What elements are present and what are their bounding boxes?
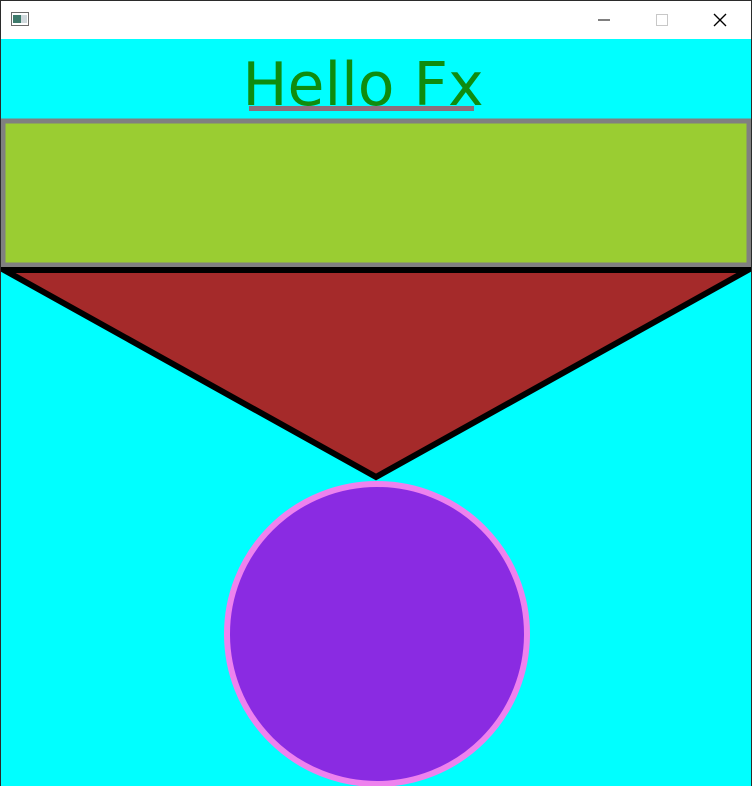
app-icon [11,12,29,26]
close-button[interactable] [691,1,749,39]
purple-circle [224,481,530,786]
scene-svg: Hello Fx [1,39,751,786]
title-bar[interactable] [1,1,751,39]
maximize-icon [656,14,668,26]
close-icon [713,13,727,27]
heading-underline [249,106,474,111]
green-rectangle [1,118,751,268]
minimize-icon [598,19,610,21]
red-triangle [1,267,751,481]
maximize-button[interactable] [633,1,691,39]
scene-canvas: Hello Fx [1,39,751,786]
minimize-button[interactable] [575,1,633,39]
